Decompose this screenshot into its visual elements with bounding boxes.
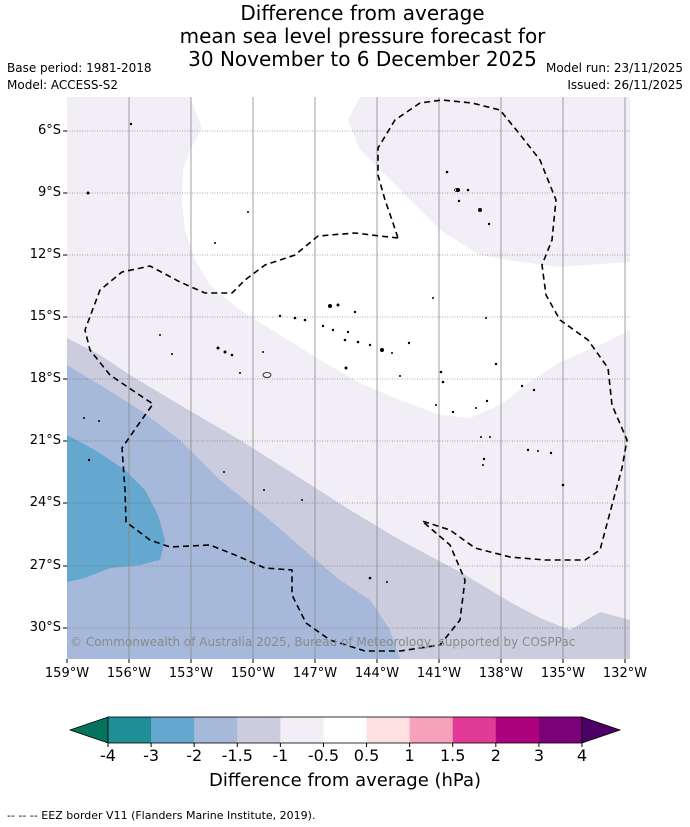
colorbar-segment [237,717,281,743]
longitude-label: 144°W [354,666,400,681]
latitude-label: 30°S [29,620,61,635]
colorbar-tick-label: -2 [186,746,203,765]
longitude-label: 156°W [106,666,152,681]
longitude-label: 132°W [602,666,648,681]
colorbar-tick-label: -1.5 [221,746,253,765]
title-line-1: Difference from average [240,1,485,25]
colorbar-tick-label: 3 [533,746,544,765]
colorbar-tick-label: 1 [404,746,415,765]
issued-date: Issued: 26/11/2025 [567,78,683,92]
colorbar-tick-label: 2 [490,746,501,765]
colorbar-over-arrow [581,716,622,744]
base-period: Base period: 1981-2018 [7,61,152,75]
islands [83,122,565,583]
colorbar-tick-label: -0.5 [307,746,340,765]
atoll-outlines [262,188,460,378]
colorbar-frame [107,716,583,744]
anomaly-fill [67,97,630,659]
colorbar-tick-label: -3 [143,746,160,765]
model-name: Model: ACCESS-S2 [7,78,119,92]
colorbar-tick-label: -1 [272,746,289,765]
map-credit: © Commonwealth of Australia 2025, Bureau… [70,635,576,649]
colorbar-segment [323,717,368,743]
latitude-label: 24°S [29,495,61,510]
longitude-label: 135°W [540,666,586,681]
colorbar-label: Difference from average (hPa) [208,770,482,791]
colorbar-segment [495,717,540,743]
latitude-label: 27°S [29,558,61,573]
eez-borders [84,99,628,652]
latitude-label: 21°S [29,433,61,448]
colorbar-segment [151,717,195,743]
colorbar-segment [194,717,238,743]
latitude-label: 18°S [29,371,61,386]
longitude-label: 153°W [168,666,214,681]
latitude-label: 15°S [29,309,61,324]
colorbar-tick-label: 1.5 [439,746,466,765]
colorbar-tick-label: -4 [100,746,116,765]
longitude-label: 141°W [416,666,462,681]
colorbar [68,716,622,747]
axis-ticks [63,130,626,663]
colorbar-tick-label: 4 [576,746,588,765]
footer-note: -- -- -- EEZ border V11 (Flanders Marine… [7,809,316,822]
colorbar-segment [538,717,583,743]
title-line-3: 30 November to 6 December 2025 [188,47,537,71]
colorbar-segment [409,717,454,743]
colorbar-tick-label: 0.5 [353,746,380,765]
colorbar-segment [366,717,411,743]
title-line-2: mean sea level pressure forecast for [179,24,546,48]
longitude-label: 147°W [292,666,338,681]
colorbar-segment [452,717,497,743]
latitude-label: 9°S [37,185,61,200]
latitude-label: 6°S [37,123,61,138]
model-run: Model run: 23/11/2025 [545,61,683,75]
latitude-label: 12°S [29,247,61,262]
longitude-label: 150°W [230,666,276,681]
longitude-label: 138°W [478,666,524,681]
colorbar-segment [108,717,152,743]
gridlines [128,97,626,659]
longitude-label: 159°W [44,666,90,681]
colorbar-under-arrow [68,716,109,744]
colorbar-segment [280,717,324,743]
